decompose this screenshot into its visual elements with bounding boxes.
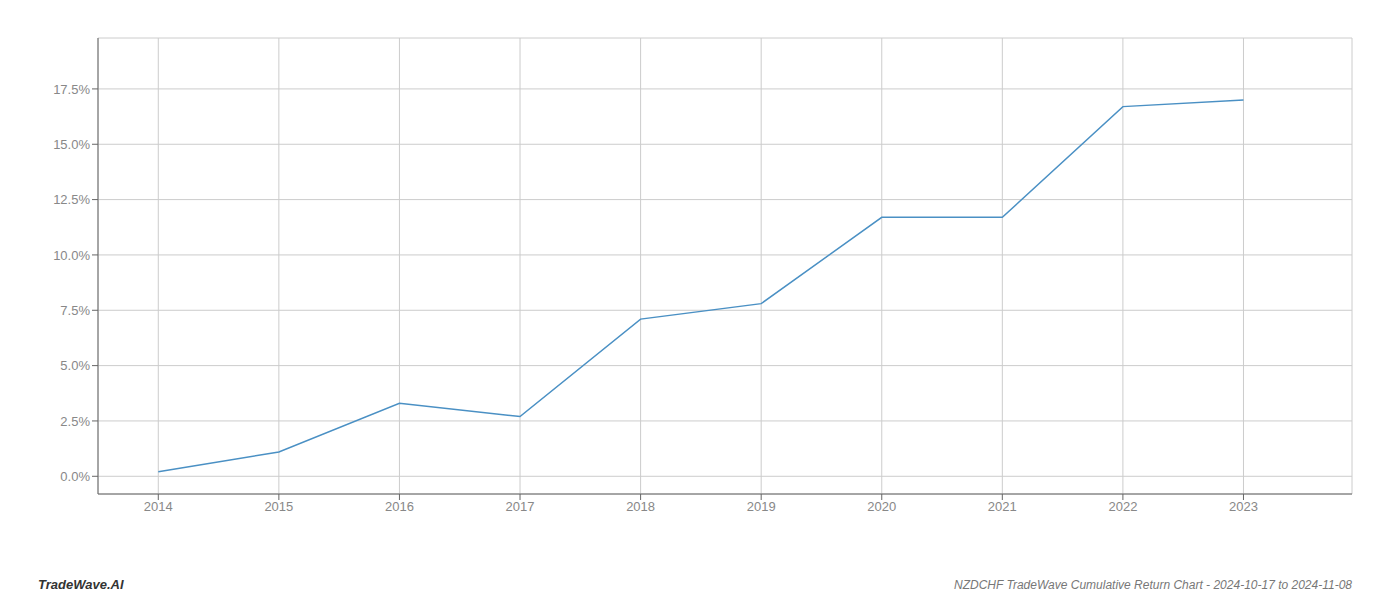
svg-text:2016: 2016 <box>385 499 414 514</box>
html-text:NZDCHF TradeWave Cumulative Re: NZDCHF TradeWave Cumulative Return Chart… <box>954 578 1352 592</box>
svg-text:12.5%: 12.5% <box>53 192 90 207</box>
svg-text:2020: 2020 <box>867 499 896 514</box>
svg-text:2022: 2022 <box>1108 499 1137 514</box>
svg-text:2014: 2014 <box>144 499 173 514</box>
svg-text:2023: 2023 <box>1229 499 1258 514</box>
svg-text:2018: 2018 <box>626 499 655 514</box>
svg-text:10.0%: 10.0% <box>53 248 90 263</box>
svg-text:5.0%: 5.0% <box>60 358 90 373</box>
svg-text:2021: 2021 <box>988 499 1017 514</box>
svg-text:2017: 2017 <box>506 499 535 514</box>
html-text:TradeWave.AI: TradeWave.AI <box>38 577 124 592</box>
svg-text:2019: 2019 <box>747 499 776 514</box>
svg-text:17.5%: 17.5% <box>53 82 90 97</box>
svg-text:7.5%: 7.5% <box>60 303 90 318</box>
svg-text:2.5%: 2.5% <box>60 414 90 429</box>
svg-text:15.0%: 15.0% <box>53 137 90 152</box>
svg-text:0.0%: 0.0% <box>60 469 90 484</box>
svg-text:2015: 2015 <box>264 499 293 514</box>
